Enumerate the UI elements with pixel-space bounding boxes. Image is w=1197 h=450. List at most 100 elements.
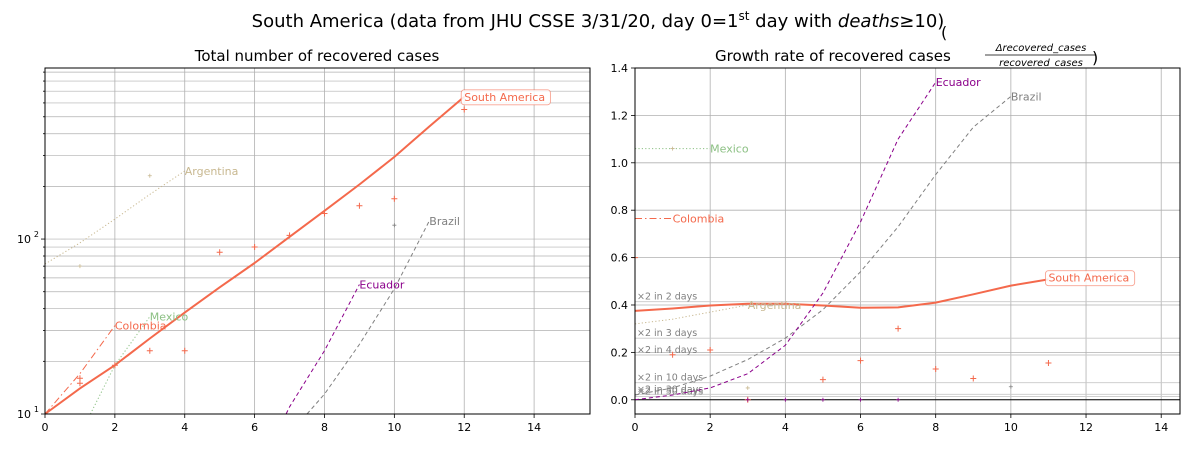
series-line-ecuador xyxy=(285,284,360,415)
doubling-reference-label: ×2 in 4 days xyxy=(637,345,697,356)
x-tick-label: 0 xyxy=(42,421,49,434)
data-marker-argentina xyxy=(77,264,82,269)
chart-title: Growth rate of recovered cases ( Δrecove… xyxy=(715,23,1098,69)
series-label-colombia: Colombia xyxy=(115,320,167,333)
series-label-ecuador: Ecuador xyxy=(359,278,404,291)
x-tick-label: 6 xyxy=(251,421,258,434)
x-tick-label: 2 xyxy=(111,421,118,434)
data-marker-south-america xyxy=(216,249,223,256)
y-tick-label: 1.2 xyxy=(611,109,629,122)
marker-group xyxy=(632,146,1052,403)
y-tick-label: 10 xyxy=(17,233,31,246)
data-marker-south-america xyxy=(932,365,939,372)
x-tick-label: 12 xyxy=(457,421,471,434)
data-marker-south-america xyxy=(111,362,118,369)
data-marker-ecuador xyxy=(820,397,825,402)
title-paren-left: ( xyxy=(941,23,947,42)
data-marker-south-america xyxy=(181,347,188,354)
data-marker-ecuador xyxy=(858,397,863,402)
data-marker-south-america xyxy=(970,375,977,382)
series-label-mexico: Mexico xyxy=(150,311,189,324)
plot-frame xyxy=(634,67,1181,415)
y-tick-exponent: 1 xyxy=(34,405,39,414)
data-marker-south-america xyxy=(1045,360,1052,367)
data-marker-argentina xyxy=(147,173,152,178)
series-line-south-america xyxy=(634,278,1049,312)
y-tick-label: 1.0 xyxy=(611,157,629,170)
y-tick-label: 0.4 xyxy=(611,299,629,312)
data-marker-south-america xyxy=(857,357,864,364)
data-marker-south-america xyxy=(391,195,398,202)
axis-ticks: 0 2 4 6 8 10 12 14 0.0 0.2 0.4 0.6 0.8 1.0 1.2 1.4 xyxy=(611,62,1169,434)
data-marker-south-america xyxy=(819,376,826,383)
x-tick-label: 10 xyxy=(387,421,401,434)
series-line-argentina xyxy=(44,170,185,265)
y-tick-label: 0.6 xyxy=(611,252,629,265)
title-numerator: Δrecovered_cases xyxy=(995,43,1087,54)
data-marker-brazil xyxy=(1008,384,1013,389)
x-tick-label: 8 xyxy=(932,421,939,434)
x-tick-label: 2 xyxy=(707,421,714,434)
y-tick-label: 0.2 xyxy=(611,346,629,359)
x-tick-label: 8 xyxy=(321,421,328,434)
data-marker-ecuador xyxy=(745,397,750,402)
series-label-mexico: Mexico xyxy=(710,143,749,156)
chart-title: Total number of recovered cases xyxy=(194,47,440,65)
reference-lines: ×2 in 2 days ×2 in 3 days ×2 in 4 days ×2 i… xyxy=(635,292,1180,397)
series-label-box xyxy=(1044,270,1136,287)
chart-title-text: Growth rate of recovered cases xyxy=(715,47,951,65)
plot-frame xyxy=(44,67,591,415)
series-label-south-america: South America xyxy=(1048,272,1129,285)
x-tick-label: 14 xyxy=(1154,421,1168,434)
y-tick-label: 10 xyxy=(17,408,31,421)
series-label-argentina: Argentina xyxy=(185,165,239,178)
data-marker-south-america xyxy=(461,106,468,113)
series-label-argentina: Argentina xyxy=(748,299,802,312)
data-marker-south-america xyxy=(356,202,363,209)
title-paren-right: ) xyxy=(1092,48,1098,67)
series-label-ecuador: Ecuador xyxy=(936,76,981,89)
data-marker-south-america xyxy=(146,347,153,354)
data-marker-south-america xyxy=(286,232,293,239)
series-label-colombia: Colombia xyxy=(673,212,725,225)
grid xyxy=(45,68,590,415)
data-marker-south-america xyxy=(707,347,714,354)
series-label-group: South AmericaBrazilEcuadorColombiaMexico… xyxy=(115,89,551,333)
series-line-brazil xyxy=(634,96,1012,396)
data-marker-south-america xyxy=(321,210,328,217)
x-tick-label: 14 xyxy=(527,421,541,434)
x-tick-label: 10 xyxy=(1004,421,1018,434)
chart-total-recovered: Total number of recovered cases South Am… xyxy=(17,47,591,434)
data-marker-south-america xyxy=(669,351,676,358)
y-tick-label: 0.0 xyxy=(611,394,629,407)
marker-group xyxy=(76,106,468,387)
x-tick-label: 12 xyxy=(1079,421,1093,434)
y-tick-exponent: 2 xyxy=(34,230,39,239)
series-line-argentina xyxy=(634,304,748,325)
x-tick-label: 4 xyxy=(181,421,188,434)
data-marker-argentina xyxy=(745,385,750,390)
grid xyxy=(635,67,1180,414)
x-tick-label: 0 xyxy=(632,421,639,434)
data-marker-ecuador xyxy=(896,397,901,402)
doubling-reference-label: ×2 in 3 days xyxy=(637,328,697,339)
y-tick-label: 1.4 xyxy=(611,62,629,75)
doubling-reference-label: ×2 in 2 days xyxy=(637,292,697,303)
series-line-colombia xyxy=(44,325,116,415)
series-line-brazil xyxy=(306,220,430,415)
data-marker-brazil xyxy=(392,223,397,228)
data-marker-south-america xyxy=(895,325,902,332)
data-marker-south-america xyxy=(251,244,258,251)
doubling-reference-label: ×2 in 50 days xyxy=(637,386,703,397)
doubling-reference-label: ×2 in 10 days xyxy=(637,373,703,384)
data-marker-south-america xyxy=(76,375,83,382)
title-denominator: recovered_cases xyxy=(999,58,1083,69)
chart-growth-rate: Growth rate of recovered cases ( Δrecove… xyxy=(611,23,1181,434)
series-label-group: South America Brazil Ecuador Colombia Mexico… xyxy=(673,76,1136,312)
x-tick-label: 4 xyxy=(782,421,789,434)
figure-suptitle: South America (data from JHU CSSE 3/31/2… xyxy=(252,9,945,32)
doubling-reference-label: ×2 in 30 days xyxy=(637,384,703,395)
series-label-brazil: Brazil xyxy=(1011,90,1042,103)
